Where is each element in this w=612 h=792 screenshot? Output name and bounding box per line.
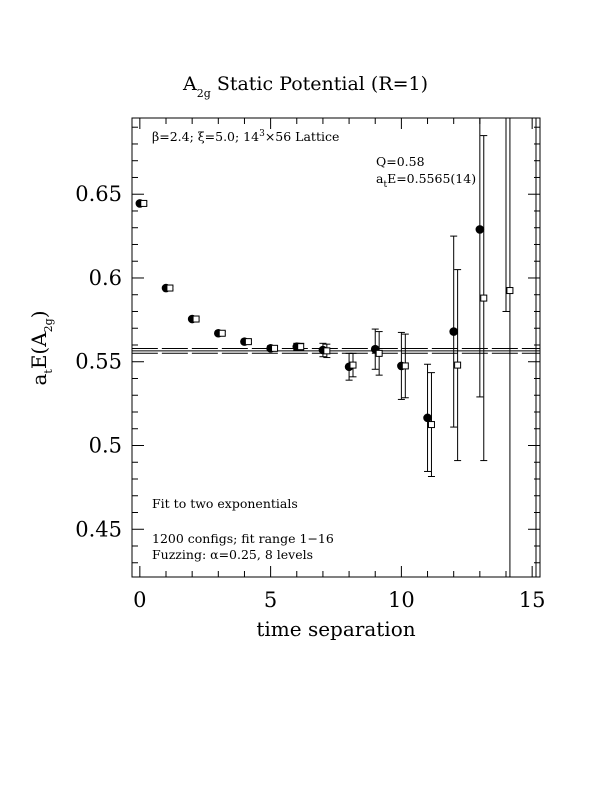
lattice-note-suffix: ×56 Lattice [265, 129, 340, 144]
data-point-square [271, 344, 279, 352]
fit-energy-t: t [383, 180, 387, 190]
axes: 0 5 10 15 0.45 0.5 0.55 0.6 0.65 [75, 117, 546, 612]
y-tick-label: 0.55 [75, 350, 122, 374]
data-point-square [323, 347, 331, 355]
x-axis-label: time separation [256, 617, 415, 641]
x-tick-label: 10 [388, 588, 415, 612]
data-point-square [375, 349, 383, 357]
fit-band [131, 348, 540, 354]
data-point-square [218, 329, 226, 337]
fit-energy: atE=0.5565(14) [376, 171, 476, 190]
lattice-note: β=2.4; ξ=5.0; 143×56 Lattice [152, 129, 339, 144]
data-point-square [480, 294, 488, 302]
data-point-square [244, 338, 252, 346]
data-point-square [140, 199, 148, 207]
data-point-circle [449, 327, 458, 336]
note-fit-method: Fit to two exponentials [152, 496, 298, 511]
fit-energy-a: a [376, 171, 384, 186]
svg-text:atE(A2g): atE(A2g) [27, 310, 55, 385]
data-points [135, 118, 514, 577]
x-tick-label: 0 [133, 588, 146, 612]
note-configs: 1200 configs; fit range 1−16 [152, 531, 334, 546]
svg-text:A2g Static Potential (R=1): A2g Static Potential (R=1) [182, 73, 428, 100]
title-rest: Static Potential (R=1) [211, 73, 428, 95]
note-fuzzing: Fuzzing: α=0.25, 8 levels [152, 547, 313, 562]
fit-quality: Q=0.58 [376, 154, 425, 169]
x-tick-label: 5 [264, 588, 277, 612]
data-point-square [506, 287, 514, 295]
chart-title: A2g Static Potential (R=1) [182, 73, 428, 100]
y-tick-label: 0.6 [89, 266, 122, 290]
lattice-note-superscript: 3 [259, 129, 265, 139]
data-point-square [427, 421, 435, 429]
title-main: A [182, 73, 197, 95]
ylabel-subscript: 2g [42, 318, 55, 332]
y-axis-label: atE(A2g) [27, 310, 55, 385]
lattice-note-prefix: β=2.4; ξ=5.0; 14 [152, 129, 259, 144]
data-point-square [166, 284, 174, 292]
title-subscript: 2g [197, 87, 211, 100]
y-tick-label: 0.5 [89, 433, 122, 457]
fit-energy-rest: E=0.5565(14) [387, 171, 476, 186]
y-tick-label: 0.45 [75, 517, 122, 541]
data-point-square [349, 361, 357, 369]
ylabel-a: a [27, 374, 51, 386]
ylabel-t: t [42, 369, 55, 374]
data-point-square [297, 343, 305, 351]
annotations: β=2.4; ξ=5.0; 143×56 Lattice Q=0.58 atE=… [152, 129, 476, 562]
x-tick-label: 15 [519, 588, 546, 612]
y-tick-label: 0.65 [75, 182, 122, 206]
data-point-circle [475, 225, 485, 234]
ylabel-mid: E(A [27, 332, 51, 369]
data-point-square [454, 361, 462, 369]
data-point-circle [423, 413, 432, 423]
data-point-square [192, 315, 200, 323]
plot-frame [131, 117, 541, 578]
data-point-square [401, 362, 409, 370]
ylabel-close: ) [27, 310, 51, 318]
